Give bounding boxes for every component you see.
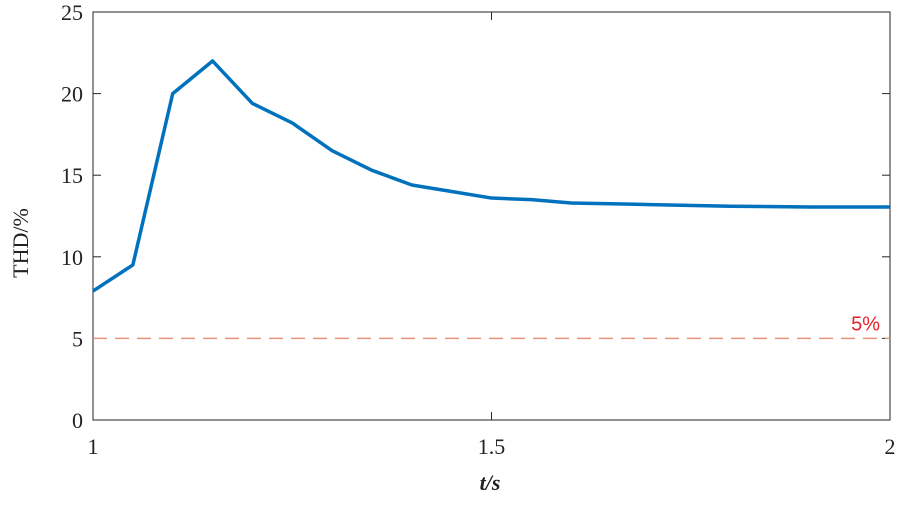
reference-label: 5% bbox=[851, 313, 880, 335]
y-tick-label: 10 bbox=[61, 245, 83, 270]
y-tick-label: 25 bbox=[61, 0, 83, 25]
x-tick-label: 1 bbox=[88, 434, 99, 459]
y-tick-label: 5 bbox=[72, 326, 83, 351]
y-axis-label: THD/% bbox=[8, 208, 33, 278]
y-tick-label: 20 bbox=[61, 82, 83, 107]
plot-frame bbox=[92, 11, 891, 421]
data-line bbox=[92, 59, 890, 293]
y-tick-label: 15 bbox=[61, 163, 83, 188]
x-tick-label: 2 bbox=[885, 434, 896, 459]
x-axis-label: t/s bbox=[480, 470, 501, 495]
x-tick-label: 1.5 bbox=[478, 434, 506, 459]
y-tick-label: 0 bbox=[72, 408, 83, 433]
